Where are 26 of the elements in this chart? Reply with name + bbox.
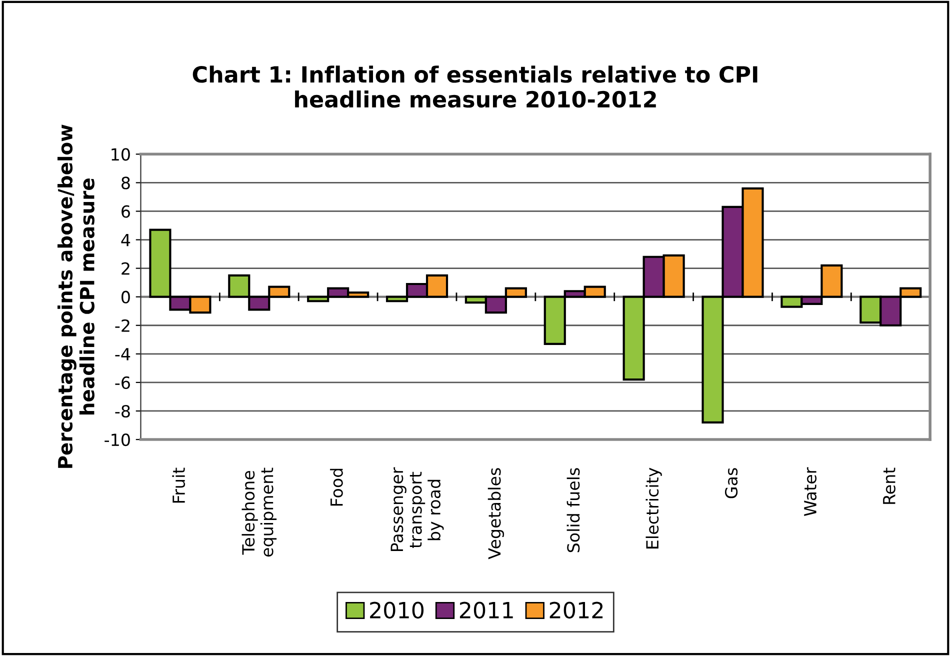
y-tick-label: 10 (112, 148, 130, 161)
x-tick-label: Solid fuels (566, 468, 580, 552)
x-tick-label: Electricity (646, 468, 662, 548)
x-tick-label: Food (330, 468, 343, 506)
legend-label: 2012 (550, 602, 603, 619)
y-tick-label: -6 (115, 376, 130, 390)
legend-label: 2011 (460, 602, 513, 619)
y-tick-label: 8 (122, 176, 130, 190)
x-tick-label: Gas (724, 468, 738, 498)
y-tick-label: -2 (115, 319, 130, 332)
y-axis-title: Percentage points above/below headline CPI measure (58, 124, 94, 468)
y-tick-label: 0 (122, 290, 130, 304)
y-tick-label: 4 (121, 234, 130, 246)
y-tick-label: -8 (115, 404, 130, 418)
y-tick-label: 6 (122, 205, 130, 218)
x-tick-label: Telephone equipment (242, 468, 277, 557)
y-tick-label: 2 (122, 262, 130, 275)
chart-title: Chart 1: Inflation of essentials relative to CPI headline measure 2010-2012 (192, 66, 758, 108)
x-tick-label: Passenger transport by road (390, 467, 444, 552)
x-tick-label: Rent (883, 468, 896, 504)
x-tick-label: Water (804, 467, 817, 516)
y-tick-label: -10 (104, 433, 130, 446)
legend-label: 2010 (370, 602, 424, 619)
y-tick-label: -4 (115, 348, 130, 360)
x-tick-label: Vegetables (488, 468, 504, 560)
x-tick-label: Fruit (172, 468, 186, 503)
